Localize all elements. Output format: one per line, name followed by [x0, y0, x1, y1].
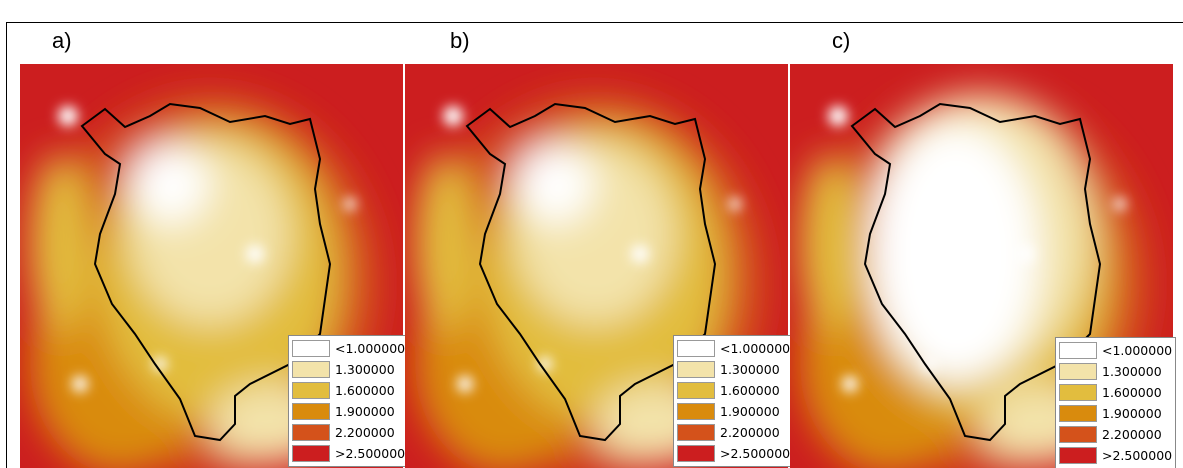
legend-label: 1.300000: [720, 362, 780, 377]
legend-item: 2.200000: [677, 422, 790, 443]
legend-label: <1.000000: [1102, 343, 1172, 358]
legend-label: 1.600000: [1102, 385, 1162, 400]
legend-item: 1.600000: [677, 380, 790, 401]
legend-swatch: [292, 424, 330, 441]
map-shape: [800, 154, 860, 334]
legend-label: 1.900000: [720, 404, 780, 419]
figure: a) <1.000000 1.300000 1.600000 1.900000 2.20…: [0, 0, 1183, 468]
legend-item: 1.600000: [292, 380, 405, 401]
map-shape: [729, 198, 741, 210]
legend-swatch: [1059, 405, 1097, 422]
map-shape: [828, 106, 848, 126]
map-shape: [30, 154, 90, 334]
legend: <1.000000 1.300000 1.600000 1.900000 2.20000…: [673, 335, 794, 467]
map-shape: [870, 124, 1040, 384]
panel-label: a): [52, 28, 72, 54]
map-shape: [443, 106, 463, 126]
legend-item: <1.000000: [677, 338, 790, 359]
legend-label: >2.500000: [335, 446, 405, 461]
legend-item: 1.300000: [292, 359, 405, 380]
legend-item: 2.200000: [292, 422, 405, 443]
map-shape: [631, 245, 649, 263]
legend-item: 1.900000: [677, 401, 790, 422]
map-shape: [246, 245, 264, 263]
legend-label: <1.000000: [335, 341, 405, 356]
legend-swatch: [1059, 447, 1097, 464]
panel-label: b): [450, 28, 470, 54]
legend-label: 1.600000: [335, 383, 395, 398]
map-shape: [457, 376, 473, 392]
legend-swatch: [292, 445, 330, 462]
legend-label: 1.900000: [335, 404, 395, 419]
map-shape: [58, 106, 78, 126]
legend-label: 1.300000: [335, 362, 395, 377]
legend-swatch: [1059, 426, 1097, 443]
legend-swatch: [292, 340, 330, 357]
legend-swatch: [1059, 363, 1097, 380]
legend: <1.000000 1.300000 1.600000 1.900000 2.20000…: [1055, 337, 1176, 468]
legend-label: 2.200000: [1102, 427, 1162, 442]
panel-label: c): [832, 28, 850, 54]
legend-item: 1.300000: [677, 359, 790, 380]
legend-item: 1.300000: [1059, 361, 1172, 382]
legend-swatch: [677, 424, 715, 441]
legend-label: 1.300000: [1102, 364, 1162, 379]
map-shape: [1016, 245, 1034, 263]
legend-label: >2.500000: [720, 446, 790, 461]
legend-item: <1.000000: [292, 338, 405, 359]
legend: <1.000000 1.300000 1.600000 1.900000 2.20000…: [288, 335, 409, 467]
legend-swatch: [677, 340, 715, 357]
legend-label: 1.600000: [720, 383, 780, 398]
map-shape: [842, 376, 858, 392]
legend-swatch: [677, 403, 715, 420]
map-shape: [415, 154, 475, 334]
legend-item: 1.600000: [1059, 382, 1172, 403]
legend-item: >2.500000: [292, 443, 405, 464]
legend-item: 1.900000: [292, 401, 405, 422]
legend-swatch: [1059, 384, 1097, 401]
map-shape: [130, 144, 210, 224]
legend-swatch: [677, 382, 715, 399]
legend-swatch: [292, 403, 330, 420]
legend-item: 2.200000: [1059, 424, 1172, 445]
legend-swatch: [292, 382, 330, 399]
legend-label: 1.900000: [1102, 406, 1162, 421]
map-shape: [515, 144, 595, 224]
map-shape: [72, 376, 88, 392]
legend-label: <1.000000: [720, 341, 790, 356]
legend-swatch: [1059, 342, 1097, 359]
legend-item: 1.900000: [1059, 403, 1172, 424]
map-shape: [1114, 198, 1126, 210]
legend-item: >2.500000: [1059, 445, 1172, 466]
legend-swatch: [677, 445, 715, 462]
legend-item: >2.500000: [677, 443, 790, 464]
legend-swatch: [677, 361, 715, 378]
legend-label: 2.200000: [720, 425, 780, 440]
legend-item: <1.000000: [1059, 340, 1172, 361]
legend-swatch: [292, 361, 330, 378]
legend-label: >2.500000: [1102, 448, 1172, 463]
map-shape: [344, 198, 356, 210]
legend-label: 2.200000: [335, 425, 395, 440]
